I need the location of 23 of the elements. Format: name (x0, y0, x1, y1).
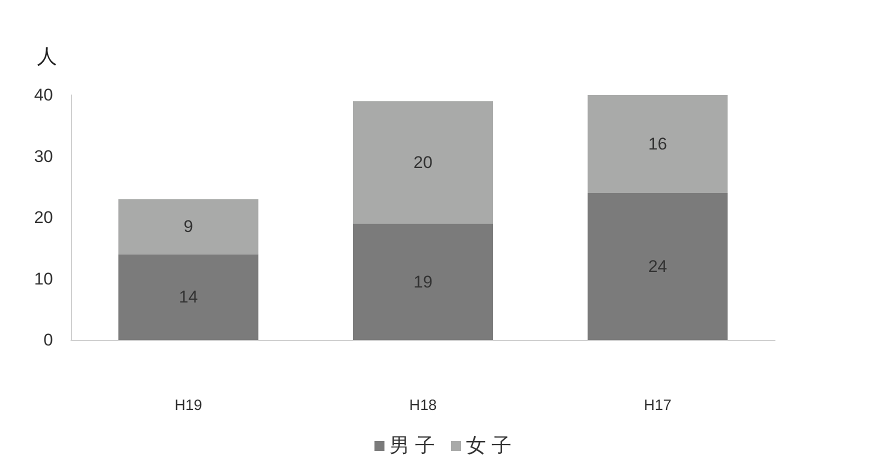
y-tick-label: 40 (34, 86, 53, 104)
x-tick-label: H18 (409, 397, 437, 414)
data-label: 14 (178, 288, 198, 307)
y-tick-label: 30 (34, 146, 53, 166)
bar (118, 254, 258, 340)
data-label: 19 (414, 272, 432, 292)
y-tick-label: 0 (44, 330, 53, 350)
legend-label: 女 子 (466, 435, 512, 457)
data-label: 16 (648, 134, 668, 154)
y-tick-label: 10 (34, 269, 53, 288)
y-tick-label: 20 (34, 208, 53, 227)
data-label: 9 (184, 217, 194, 236)
data-label: 20 (414, 152, 432, 172)
data-label: 24 (648, 257, 668, 276)
bar (353, 101, 493, 224)
x-tick-label: H17 (644, 397, 672, 414)
legend-label: 男 子 (389, 435, 436, 457)
y-axis-title: 人 (37, 46, 57, 68)
x-tick-label: H19 (174, 397, 202, 414)
bar (353, 224, 493, 340)
bar (118, 199, 258, 254)
bar (588, 95, 728, 193)
bar (588, 193, 728, 340)
